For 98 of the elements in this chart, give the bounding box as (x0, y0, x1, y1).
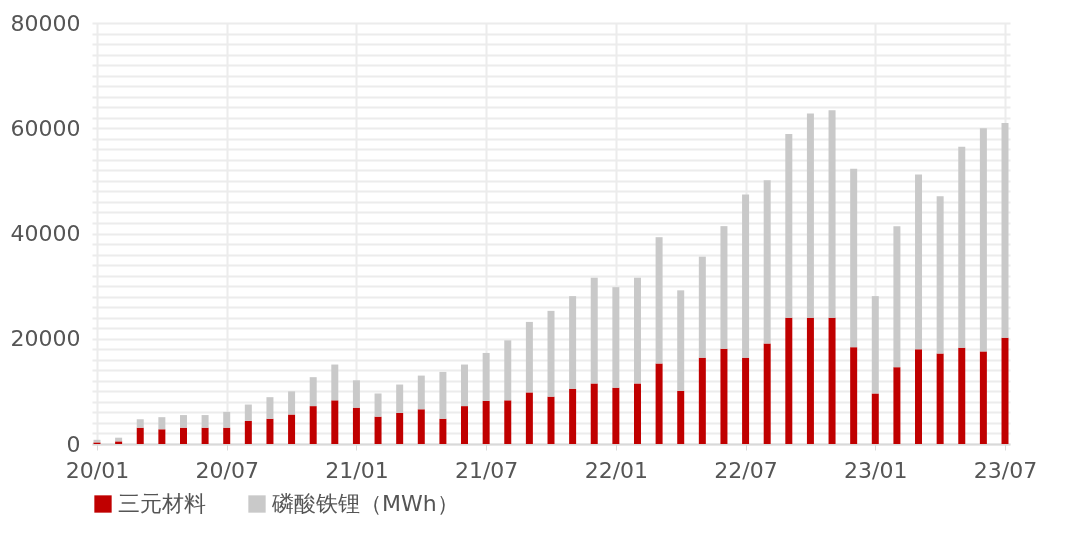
bar (461, 364, 469, 407)
bar (115, 441, 123, 444)
bar (309, 377, 317, 407)
bar (698, 357, 706, 444)
bar (893, 367, 901, 444)
bar (806, 317, 814, 444)
bar (655, 363, 663, 444)
bar (504, 400, 512, 444)
x-tick-label: 22/01 (584, 457, 649, 483)
x-tick-label: 20/01 (65, 457, 130, 483)
bar (979, 128, 987, 352)
x-tick-label: 22/07 (714, 457, 778, 483)
bar (720, 348, 728, 444)
bar (352, 380, 360, 408)
bar (266, 397, 274, 419)
bar (1001, 337, 1009, 444)
bar (396, 384, 404, 413)
bar (828, 110, 836, 318)
bar (590, 277, 598, 384)
bar (590, 383, 598, 444)
bar (612, 287, 620, 388)
bar (569, 388, 577, 444)
bar (179, 415, 187, 428)
bar (785, 317, 793, 444)
bar (201, 415, 209, 428)
bar (417, 409, 425, 444)
bar (720, 226, 728, 349)
bar (742, 357, 750, 444)
bar (266, 418, 274, 444)
bar (763, 180, 771, 344)
bar (374, 416, 382, 444)
bar (158, 429, 166, 444)
bar (936, 353, 944, 444)
bar (223, 411, 231, 428)
bar (223, 427, 231, 444)
bar (698, 256, 706, 358)
bar (1001, 122, 1009, 338)
bar (244, 420, 252, 444)
bar (179, 427, 187, 444)
y-tick-label: 0 (66, 431, 81, 457)
bar (374, 393, 382, 417)
bar (525, 392, 533, 444)
x-tick-label: 23/07 (973, 457, 1038, 483)
x-tick-label: 23/01 (844, 457, 908, 483)
y-tick-label: 40000 (10, 221, 81, 246)
bar (136, 419, 144, 428)
y-tick-label: 20000 (10, 326, 81, 352)
bar (655, 237, 663, 364)
bar (482, 352, 490, 401)
bar (915, 174, 923, 350)
bar (331, 364, 339, 401)
bar (633, 277, 641, 384)
bar (763, 343, 771, 444)
bar (352, 407, 360, 444)
bar (547, 396, 555, 444)
bar (828, 317, 836, 444)
bar (201, 427, 209, 444)
x-tick-label: 20/07 (195, 457, 259, 483)
bar (742, 194, 750, 358)
bar (158, 417, 166, 430)
bar (288, 391, 296, 415)
legend-label: 磷酸铁锂（MWh） (271, 491, 459, 516)
bar (331, 400, 339, 444)
bar (482, 400, 490, 444)
bar (915, 349, 923, 444)
bar (677, 390, 685, 444)
bar (244, 404, 252, 421)
bar (136, 427, 144, 444)
y-tick-label: 80000 (10, 10, 81, 36)
bar (850, 168, 858, 348)
bar (785, 134, 793, 318)
bar (547, 310, 555, 397)
bar (677, 290, 685, 391)
bar (893, 226, 901, 368)
bar (958, 146, 966, 348)
bar (309, 406, 317, 444)
bar (936, 196, 944, 354)
bar (958, 347, 966, 444)
bar (871, 296, 879, 394)
bar (504, 340, 512, 401)
x-tick-label: 21/07 (454, 457, 519, 483)
bar (396, 412, 404, 444)
bar (871, 393, 879, 444)
y-tick-label: 60000 (10, 115, 81, 141)
bar (439, 371, 447, 419)
bar (806, 113, 814, 318)
x-tick-label: 21/01 (325, 457, 389, 483)
bar (417, 375, 425, 410)
bar (525, 321, 533, 393)
bar (288, 414, 296, 444)
bar (979, 351, 987, 444)
bar (612, 387, 620, 444)
bar (850, 347, 858, 444)
bar (439, 418, 447, 444)
bar (633, 383, 641, 444)
bar (569, 296, 577, 389)
bar (461, 406, 469, 444)
legend-label: 三元材料 (118, 491, 206, 516)
